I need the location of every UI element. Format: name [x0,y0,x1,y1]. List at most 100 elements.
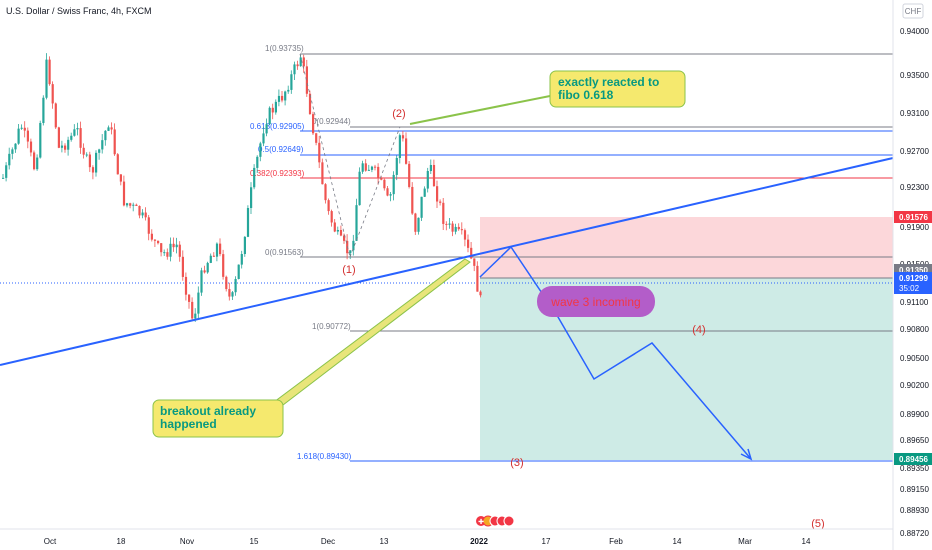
candle-body [107,127,110,131]
wave-bubble[interactable] [537,286,655,317]
candle-body [188,294,191,302]
candle-body [321,162,324,185]
candle-body [153,239,157,241]
candle-body [191,301,194,319]
candle-body [277,95,281,102]
candle-body [315,133,318,143]
bottom-callout-line2: happened [160,417,217,431]
top-callout-line2: fibo 0.618 [558,88,614,102]
price-tick-label: 0.89350 [900,464,929,473]
fib-label-05: 0.5(0.92649) [258,145,304,154]
bottom-callout-line1: breakout already [160,404,256,418]
event-icon-glyph: ✚ [478,518,484,526]
fib-label-ext-1618: 1.618(0.89430) [297,452,352,461]
price-tick-label: 0.91900 [900,223,929,232]
time-tick-label: Nov [180,537,194,546]
candle-body [237,264,240,280]
wave-projection-path[interactable] [479,245,752,460]
candle-body [85,154,88,156]
top-callout-pointer [409,95,551,125]
plot-area[interactable] [0,0,893,529]
candle-body [8,153,11,166]
candle-body [395,157,398,175]
price-tick-label: 0.88720 [900,529,929,538]
support-trendline[interactable] [0,157,894,366]
fib-connector-b [349,126,401,258]
candle-body [135,204,138,206]
candle-body [181,256,184,277]
price-tick-label: 0.94000 [900,27,929,36]
candle-body [2,177,5,179]
fib-label-0: 0(0.91563) [265,248,304,257]
time-tick-label: Mar [738,537,752,546]
candle-body [243,236,246,255]
candle-body [122,181,126,206]
candle-body [222,254,225,277]
candle-body [23,127,26,131]
candle-body [113,129,116,155]
price-badge-label: 0.91299 [899,274,928,283]
candle-body [386,188,389,196]
price-tick-label: 0.92300 [900,183,929,192]
time-axis[interactable]: Oct 18 Nov 15 Dec 13 2022 17 Feb 14 Mar 14 [44,537,811,546]
candle-body [454,226,457,232]
bottom-callout-box[interactable] [152,399,284,438]
candle-body [318,142,321,163]
candle-body [420,196,423,218]
event-icon[interactable] [503,515,515,527]
candle-body [473,258,476,266]
time-tick-label: Oct [44,537,57,546]
candle-body [429,164,432,171]
top-callout-box[interactable] [549,70,686,108]
currency-button[interactable] [902,3,924,19]
candle-body [234,279,237,293]
candle-body [215,243,219,257]
time-tick-label: Dec [321,537,335,546]
candle-body [281,95,284,101]
candle-body [327,200,330,212]
price-badge-label: 0.91576 [899,213,928,222]
fib-label-ext-1: 1(0.90772) [312,322,351,331]
candle-body [228,289,231,297]
candle-body [57,127,60,148]
candle-body [364,163,367,171]
candle-body [336,230,339,232]
price-tick-label: 0.91100 [900,298,929,307]
candle-body [414,213,417,232]
time-tick-label: Feb [609,537,623,546]
candle-body [460,229,463,231]
candle-body [312,114,315,134]
candle-body [33,152,36,170]
candle-body [225,276,228,290]
price-tick-label: 0.93100 [900,109,929,118]
candle-body [355,205,358,241]
fib-label-0618: 0.618(0.92905) [250,122,305,131]
candle-body [463,230,467,240]
candle-body [457,226,460,230]
candlestick-series[interactable] [2,53,482,322]
candle-body [101,140,104,150]
time-tick-label: 15 [250,537,259,546]
candle-body [219,243,222,255]
candle-body [163,252,166,254]
top-callout-line1: exactly reacted to [558,75,659,89]
candle-body [380,178,383,180]
candle-body [302,57,305,67]
candle-body [194,313,197,319]
economic-events-icons[interactable]: ✚ [476,515,515,527]
candle-body [203,270,206,273]
wave-label-1: (1) [342,264,355,276]
candle-body [110,127,113,130]
wave-projection-arrowhead [740,448,753,461]
price-tick-label: 0.90800 [900,325,929,334]
candle-body [296,64,299,67]
candle-body [262,133,265,144]
stop-loss-zone[interactable] [480,217,893,278]
candle-body [166,252,169,257]
candle-body [42,97,45,123]
price-badge-label: 0.89456 [899,455,928,464]
wave-label-3: (3) [510,457,523,469]
candle-body [367,169,370,171]
candle-body [64,145,67,150]
candle-body [209,255,212,263]
